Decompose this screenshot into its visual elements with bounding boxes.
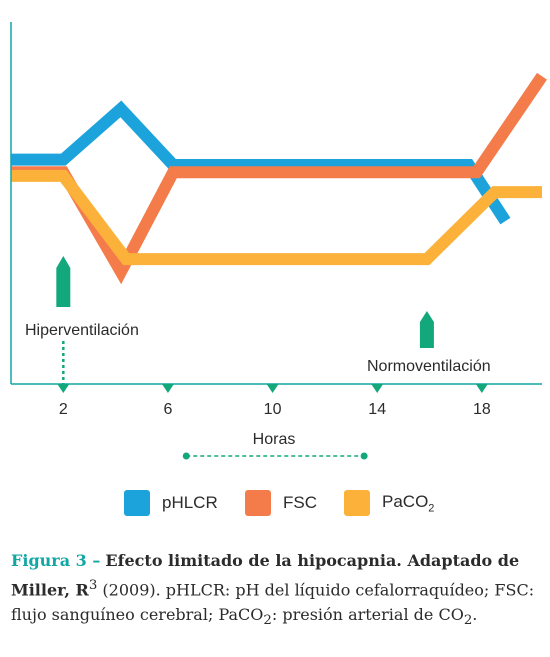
caption-text-1: (2009). pHLCR: pH del líquido cefalorraq… bbox=[11, 580, 535, 625]
legend-label-fsc: FSC bbox=[283, 493, 317, 512]
legend-swatch-paco2 bbox=[344, 490, 370, 516]
legend-swatch-phlcr bbox=[124, 490, 150, 516]
legend-label-paco2-sub: 2 bbox=[428, 502, 435, 515]
caption-title: Efecto limitado de la hipocapnia. Adapta… bbox=[11, 551, 520, 600]
series-layer bbox=[11, 72, 547, 285]
annotation-layer: Hiperventilación Normoventilación Horas bbox=[25, 256, 491, 460]
legend-label-paco2: PaCO2 bbox=[382, 492, 434, 514]
legend-swatch-fsc bbox=[245, 490, 271, 516]
x-tick-marker-10 bbox=[266, 384, 279, 393]
caption-ref-sup: 3 bbox=[88, 578, 98, 593]
x-tick-marker-6 bbox=[161, 384, 174, 393]
x-tick-label-14: 14 bbox=[368, 401, 386, 418]
legend-label-paco2-text: PaCO bbox=[382, 491, 429, 511]
legend-item-fsc: FSC bbox=[245, 486, 317, 520]
caption-sub-1: 2 bbox=[263, 613, 272, 629]
legend-label-phlcr: pHLCR bbox=[162, 493, 218, 512]
caption-figure-label: Figura 3 – bbox=[11, 551, 101, 570]
series-line-paco2 bbox=[11, 169, 542, 266]
caption-text-2: : presión arterial de CO bbox=[271, 605, 464, 625]
annotation-hiperventilacion: Hiperventilación bbox=[25, 322, 139, 339]
x-tick-label-6: 6 bbox=[163, 401, 172, 418]
caption-text-3: . bbox=[472, 605, 478, 625]
legend: pHLCR FSC PaCO2 bbox=[0, 486, 550, 520]
legend-item-paco2: PaCO2 bbox=[344, 486, 434, 520]
event-arrow-normoventilacion bbox=[419, 311, 434, 348]
event-arrow-hiperventilacion bbox=[56, 256, 71, 307]
duration-marker-end bbox=[360, 452, 368, 460]
figure-caption: Figura 3 – Efecto limitado de la hipocap… bbox=[11, 548, 543, 634]
chart-area: 2 6 10 14 18 Hiperventilación Normoventilaci… bbox=[10, 22, 547, 460]
annotation-normoventilacion: Normoventilación bbox=[367, 358, 491, 375]
legend-item-phlcr: pHLCR bbox=[124, 486, 218, 520]
duration-marker-start bbox=[182, 452, 190, 460]
caption-sub-2: 2 bbox=[463, 613, 473, 629]
x-axis-label: Horas bbox=[253, 431, 296, 448]
x-tick-marker-2 bbox=[57, 384, 70, 393]
x-tick-marker-14 bbox=[371, 384, 384, 393]
x-tick-label-18: 18 bbox=[473, 401, 491, 418]
series-line-fsc bbox=[11, 72, 547, 285]
x-tick-label-10: 10 bbox=[264, 401, 282, 418]
x-tick-label-2: 2 bbox=[59, 401, 68, 418]
x-tick-marker-18 bbox=[475, 384, 488, 393]
ticks-layer: 2 6 10 14 18 bbox=[57, 384, 491, 418]
